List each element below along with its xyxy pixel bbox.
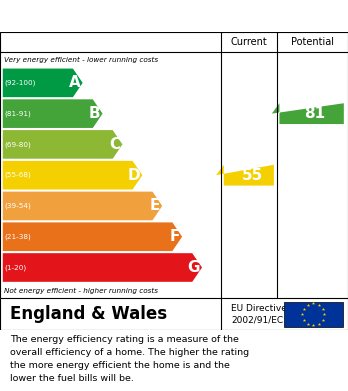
Text: Energy Efficiency Rating: Energy Efficiency Rating xyxy=(10,9,220,23)
Text: (55-68): (55-68) xyxy=(5,172,32,178)
Text: B: B xyxy=(89,106,101,121)
Text: (69-80): (69-80) xyxy=(5,141,32,148)
Polygon shape xyxy=(3,222,182,251)
Bar xyxy=(284,301,343,327)
Text: The energy efficiency rating is a measure of the
overall efficiency of a home. T: The energy efficiency rating is a measur… xyxy=(10,335,250,383)
Polygon shape xyxy=(3,99,103,128)
Text: EU Directive: EU Directive xyxy=(231,304,287,313)
Text: (39-54): (39-54) xyxy=(5,203,32,209)
Polygon shape xyxy=(3,68,83,97)
Text: Potential: Potential xyxy=(291,37,334,47)
Polygon shape xyxy=(3,130,122,159)
Text: E: E xyxy=(150,199,160,213)
Text: (81-91): (81-91) xyxy=(5,110,32,117)
Text: Very energy efficient - lower running costs: Very energy efficient - lower running co… xyxy=(4,57,158,63)
Polygon shape xyxy=(216,165,274,186)
Text: England & Wales: England & Wales xyxy=(10,305,168,323)
Text: Not energy efficient - higher running costs: Not energy efficient - higher running co… xyxy=(4,287,158,294)
Text: (21-38): (21-38) xyxy=(5,233,32,240)
Text: G: G xyxy=(188,260,200,275)
Text: (1-20): (1-20) xyxy=(5,264,27,271)
Polygon shape xyxy=(3,161,142,190)
Text: Current: Current xyxy=(230,37,267,47)
Text: 81: 81 xyxy=(304,106,326,121)
Text: 55: 55 xyxy=(242,168,263,183)
Text: F: F xyxy=(169,229,180,244)
Polygon shape xyxy=(3,192,162,220)
Polygon shape xyxy=(272,103,344,124)
Polygon shape xyxy=(3,253,202,282)
Text: 2002/91/EC: 2002/91/EC xyxy=(231,316,284,325)
Text: C: C xyxy=(109,137,120,152)
Text: (92-100): (92-100) xyxy=(5,80,36,86)
Text: D: D xyxy=(128,168,140,183)
Text: A: A xyxy=(69,75,81,90)
